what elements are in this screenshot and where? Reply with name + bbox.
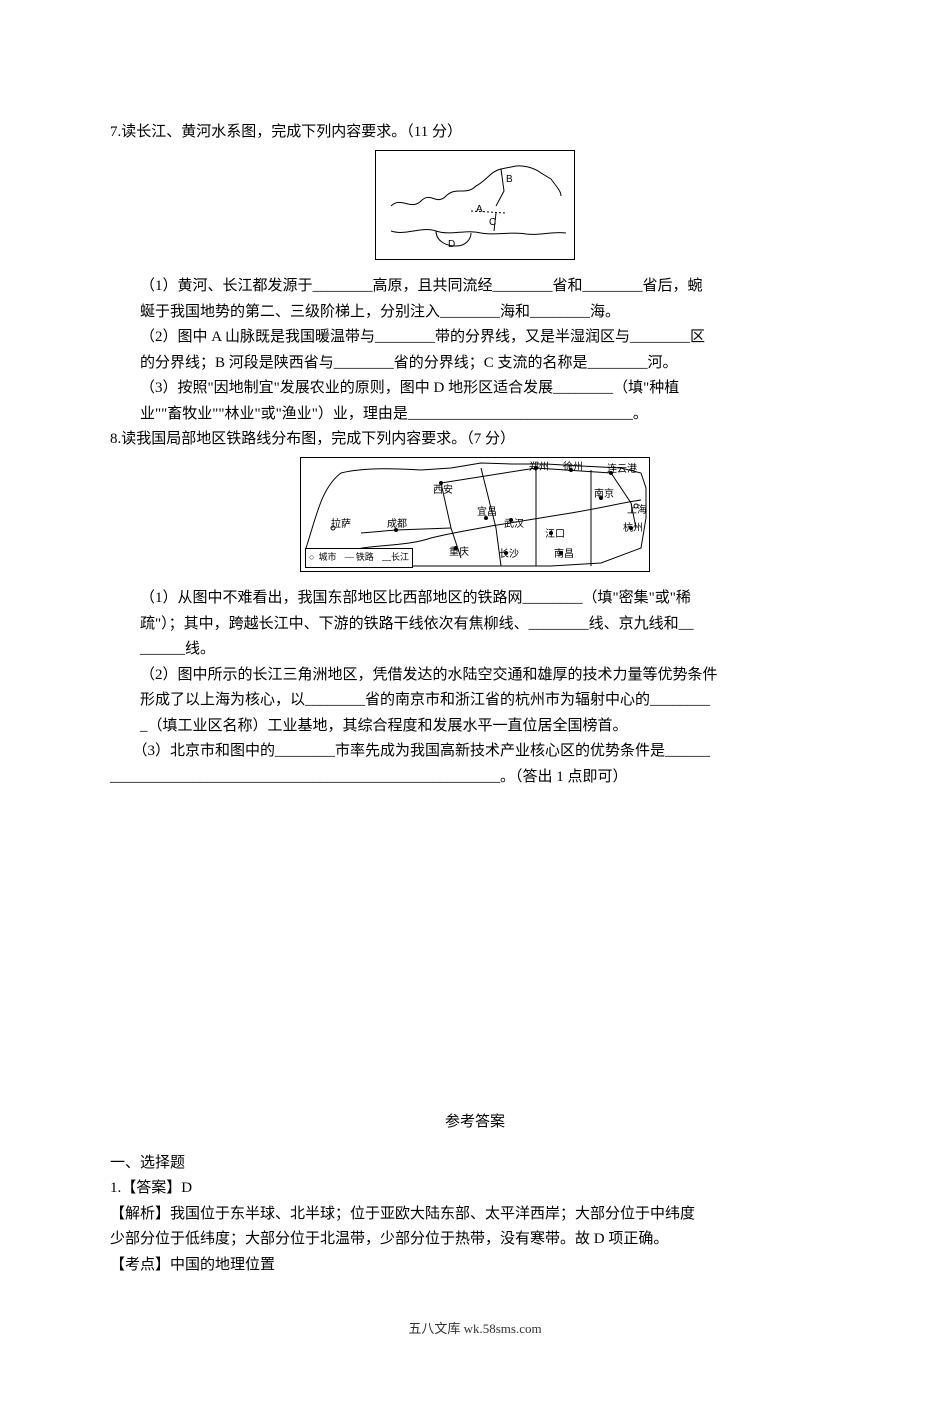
page: 7.读长江、黄河水系图，完成下列内容要求。（11 分） B A C D (0, 0, 950, 1410)
page-footer: 五八文库 wk.58sms.com (110, 1318, 840, 1370)
q8-p3b: ________________________________________… (110, 765, 840, 791)
q8-figure: 郑州 徐州 连云港 西安 南京 上海 成都 宜昌 武汉 杭州 重庆 长沙 南昌 … (300, 457, 650, 572)
q7-p2a: （2）图中 A 山脉既是我国暖温带与________带的分界线，又是半湿润区与_… (110, 325, 840, 351)
q7-p1a: （1）黄河、长江都发源于________高原，且共同流经________省和__… (110, 274, 840, 300)
q8-p1a: （1）从图中不难看出，我国东部地区比西部地区的铁路网________（填"密集"… (110, 586, 840, 612)
q8-legend: ○城市 —铁路 ﹏长江 (305, 548, 413, 567)
q8-p2b: 形成了以上海为核心，以________省的南京市和浙江省的杭州市为辐射中心的__… (110, 688, 840, 714)
q8-p1b: 疏"）；其中，跨越长江中、下游的铁路干线依次有焦柳线、________线、京九线… (110, 612, 840, 638)
c-zhengzhou: 郑州 (529, 459, 549, 476)
q7-title: 7.读长江、黄河水系图，完成下列内容要求。（11 分） (110, 120, 840, 146)
lg-city: 城市 (318, 552, 336, 562)
lg-rail: 铁路 (356, 552, 374, 562)
q7-label-b: B (506, 171, 513, 188)
c-changsha: 长沙 (499, 546, 519, 563)
q8-p2c: _（填工业区名称）工业基地，其综合程度和发展水平一直位居全国榜首。 (110, 714, 840, 740)
lg-river: 长江 (391, 552, 409, 562)
c-nanjing: 南京 (594, 486, 614, 503)
q7-label-a: A (476, 201, 483, 218)
answers-heading: 参考答案 (110, 1110, 840, 1136)
q8-figure-wrap: 郑州 徐州 连云港 西安 南京 上海 成都 宜昌 武汉 杭州 重庆 长沙 南昌 … (110, 457, 840, 583)
c-shanghai: 上海 (627, 502, 647, 519)
q7-label-c: C (489, 214, 496, 231)
q7-p3b: 业""畜牧业""林业"或"渔业"）业，理由是__________________… (110, 402, 840, 428)
q8-p1c: ______线。 (110, 637, 840, 663)
q8-p3a: （3）北京市和图中的________市率先成为我国高新技术产业核心区的优势条件是… (110, 739, 840, 765)
a1-point: 【考点】中国的地理位置 (110, 1253, 840, 1279)
a1-exp2: 少部分位于低纬度；大部分位于北温带，少部分位于热带，没有寒带。故 D 项正确。 (110, 1227, 840, 1253)
q7-p2b: 的分界线；B 河段是陕西省与________省的分界线；C 支流的名称是____… (110, 351, 840, 377)
q7-figure-wrap: B A C D (110, 150, 840, 271)
c-lasa: 拉萨 (331, 516, 351, 533)
a1-exp1: 【解析】我国位于东半球、北半球；位于亚欧大陆东部、太平洋西岸；大部分位于中纬度 (110, 1202, 840, 1228)
c-lianyungang: 连云港 (607, 461, 637, 478)
a1-title: 1.【答案】D (110, 1176, 840, 1202)
q7-p1b: 蜒于我国地势的第二、三级阶梯上，分别注入________海和________海。 (110, 300, 840, 326)
q8-title: 8.读我国局部地区铁路线分布图，完成下列内容要求。（7 分） (110, 427, 840, 453)
q8-p2a: （2）图中所示的长江三角洲地区，凭借发达的水陆空交通和雄厚的技术力量等优势条件 (110, 663, 840, 689)
q7-p3a: （3）按照"因地制宜"发展农业的原则，图中 D 地形区适合发展________（… (110, 376, 840, 402)
c-yichang: 宜昌 (477, 504, 497, 521)
q7-figure: B A C D (375, 150, 575, 260)
q7-label-d: D (448, 236, 455, 253)
answers-section: 一、选择题 (110, 1151, 840, 1177)
c-wuhan: 武汉 (504, 516, 524, 533)
c-xian: 西安 (433, 482, 453, 499)
c-chengdu: 成都 (387, 516, 407, 533)
c-xuzhou: 徐州 (563, 459, 583, 476)
c-jiangkou: 江口 (545, 526, 565, 543)
c-hangzhou: 杭州 (623, 520, 643, 537)
c-nanchang: 南昌 (554, 546, 574, 563)
c-chongqing: 重庆 (449, 544, 469, 561)
